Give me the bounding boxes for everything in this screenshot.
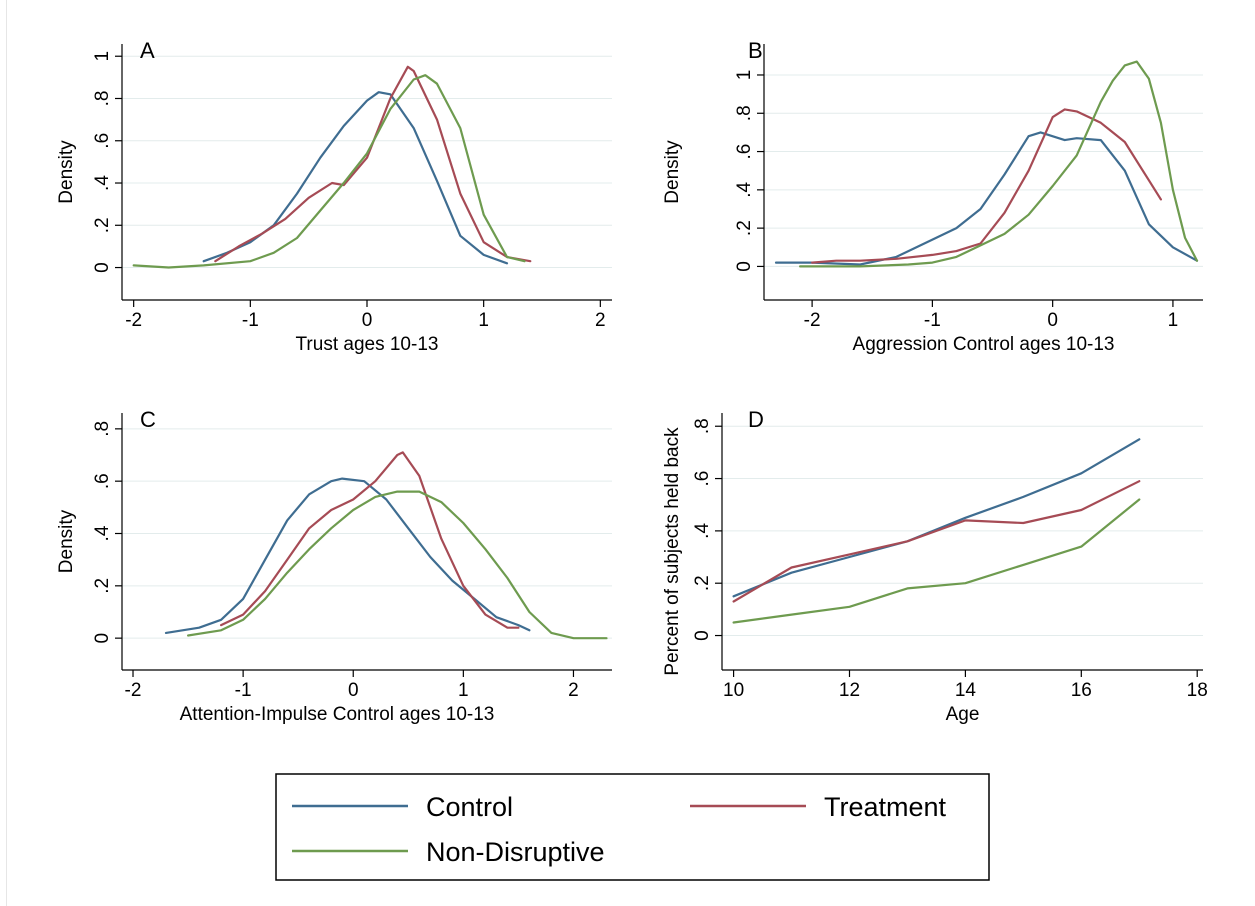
series-line-b-treatment	[811, 108, 1162, 264]
y-tick-label-d-0: 0	[692, 630, 713, 641]
legend-box	[275, 773, 990, 881]
legend-label-non-disruptive: Non-Disruptive	[426, 837, 605, 867]
y-axis-title-d: Percent of subjects held back	[662, 427, 683, 676]
x-tick-label-c-1: -1	[235, 680, 252, 701]
y-tick-label-d-3: .6	[692, 471, 713, 487]
x-tick-label-c-4: 2	[568, 680, 579, 701]
y-tick-label-a-1: .2	[92, 217, 113, 233]
legend-label-control: Control	[426, 792, 513, 822]
series-line-d-non-disruptive	[732, 498, 1141, 624]
y-tick-label-c-1: .2	[92, 578, 113, 594]
x-tick-label-c-2: 0	[348, 680, 359, 701]
y-tick-label-c-0: 0	[92, 633, 113, 644]
series-line-a-control	[202, 91, 509, 265]
y-tick-label-d-1: .2	[692, 575, 713, 591]
panel-c: 0 .2 .4 .6 .8 -2 -1 0 1 2 Attention-Impulse Contro…	[56, 407, 612, 725]
series-line-c-non-disruptive	[187, 490, 608, 640]
x-tick-label-d-0: 10	[723, 680, 744, 701]
x-axis-title-c: Attention-Impulse Control ages 10-13	[180, 704, 495, 725]
x-axis-title-a: Trust ages 10-13	[296, 334, 439, 355]
y-tick-label-d-4: .8	[692, 418, 713, 434]
x-tick-label-b-2: 0	[1047, 310, 1058, 331]
x-tick-label-a-4: 2	[595, 310, 606, 331]
x-tick-label-c-0: -2	[125, 680, 142, 701]
x-tick-label-a-3: 1	[478, 310, 489, 331]
x-tick-label-b-1: -1	[924, 310, 941, 331]
series-line-a-non-disruptive	[132, 74, 526, 269]
y-tick-label-c-2: .4	[92, 525, 113, 541]
y-tick-label-b-0: 0	[734, 261, 755, 272]
series-line-a-treatment	[214, 65, 532, 263]
x-tick-label-c-3: 1	[458, 680, 469, 701]
y-tick-label-a-0: 0	[92, 262, 113, 273]
y-tick-label-a-2: .4	[92, 175, 113, 191]
x-tick-label-d-1: 12	[839, 680, 860, 701]
y-tick-label-a-5: 1	[92, 51, 113, 62]
series-line-c-treatment	[220, 451, 520, 629]
x-tick-label-a-1: -1	[242, 310, 259, 331]
y-axis-title-a: Density	[56, 140, 77, 204]
x-tick-label-a-2: 0	[362, 310, 373, 331]
series-line-d-treatment	[732, 480, 1141, 603]
x-tick-label-d-2: 14	[955, 680, 977, 701]
y-tick-label-a-4: .8	[92, 91, 113, 107]
x-tick-label-b-3: 1	[1168, 310, 1179, 331]
y-tick-label-c-4: .8	[92, 421, 113, 437]
x-axis-title-d: Age	[946, 704, 980, 725]
x-tick-label-d-4: 18	[1187, 680, 1208, 701]
panel-label-a: A	[140, 38, 155, 63]
legend: Control Treatment Non-Disruptive	[275, 773, 990, 881]
x-tick-label-b-0: -2	[804, 310, 821, 331]
panel-a: 0 .2 .4 .6 .8 1 -2 -1 0 1 2 Trust ages 10-13 Density…	[56, 38, 612, 355]
page-left-edge	[6, 0, 7, 906]
panel-label-c: C	[140, 407, 156, 432]
y-axis-title-c: Density	[56, 509, 77, 573]
y-tick-label-c-3: .6	[92, 473, 113, 489]
x-tick-label-d-3: 16	[1071, 680, 1092, 701]
y-tick-label-a-3: .6	[92, 133, 113, 149]
series-line-d-control	[732, 438, 1141, 598]
y-tick-label-b-1: .2	[734, 220, 755, 236]
panel-label-d: D	[748, 407, 764, 432]
legend-label-treatment: Treatment	[824, 792, 947, 822]
y-tick-label-d-2: .4	[692, 523, 713, 539]
panel-d: 0 .2 .4 .6 .8 10 12 14 16 18 Age Percent of subject…	[662, 407, 1208, 725]
series-line-b-non-disruptive	[799, 60, 1199, 268]
series-line-b-control	[774, 131, 1199, 266]
x-tick-label-a-0: -2	[125, 310, 142, 331]
series-line-c-control	[164, 477, 531, 634]
y-tick-label-b-3: .6	[734, 144, 755, 160]
y-tick-label-b-5: 1	[734, 70, 755, 81]
y-axis-title-b: Density	[662, 140, 683, 204]
panel-label-b: B	[748, 38, 763, 63]
y-tick-label-b-4: .8	[734, 105, 755, 121]
y-tick-label-b-2: .4	[734, 181, 755, 197]
x-axis-title-b: Aggression Control ages 10-13	[853, 334, 1115, 355]
panel-b: 0 .2 .4 .6 .8 1 -2 -1 0 1 Aggression Control ages …	[662, 38, 1203, 355]
